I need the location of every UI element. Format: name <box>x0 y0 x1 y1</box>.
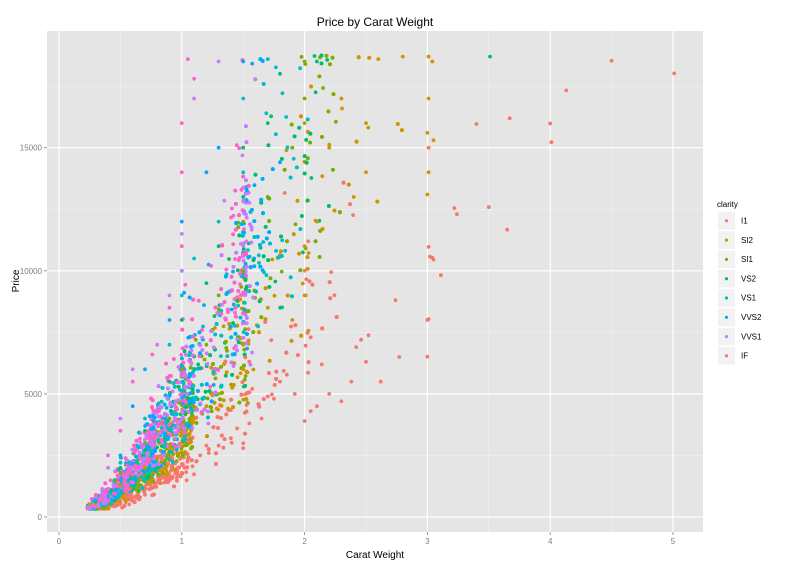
legend-item-vvs2: VVS2 <box>718 308 762 326</box>
legend-label: VS1 <box>741 294 757 303</box>
data-points <box>85 53 677 511</box>
x-tick-label: 4 <box>548 537 553 546</box>
x-tick-label: 1 <box>180 537 185 546</box>
legend-item-si1: SI1 <box>718 250 754 269</box>
legend-dot-icon <box>724 238 729 242</box>
legend-label: VS2 <box>741 274 757 283</box>
legend-item-vs2: VS2 <box>718 269 757 288</box>
y-tick-label: 15000 <box>20 144 43 153</box>
x-tick-label: 2 <box>302 537 307 546</box>
legend-item-if: IF <box>718 347 748 365</box>
legend-dot-icon <box>724 219 729 223</box>
legend-label: IF <box>741 352 748 361</box>
minor-gridlines <box>47 31 703 532</box>
legend-title: clarity <box>717 200 738 209</box>
x-axis-title: Carat Weight <box>346 550 404 561</box>
y-tick-label: 10000 <box>20 267 43 276</box>
y-tick-label: 0 <box>38 513 43 522</box>
legend-item-si2: SI2 <box>718 231 754 249</box>
legend-item-vs1: VS1 <box>718 289 757 307</box>
x-axis: 0 1 2 3 4 5 <box>57 532 676 546</box>
legend-dot-icon <box>724 354 729 358</box>
x-tick-label: 0 <box>57 537 62 546</box>
legend-item-vvs1: VVS1 <box>718 327 762 346</box>
legend-item-i1: I1 <box>718 212 748 230</box>
legend-label: VVS2 <box>741 313 762 322</box>
legend-dot-icon <box>724 315 729 319</box>
y-tick-label: 5000 <box>24 390 42 399</box>
y-axis-title: Price <box>11 269 22 292</box>
chart-title: Price by Carat Weight <box>317 15 434 29</box>
y-axis: 0 5000 10000 15000 <box>20 144 47 522</box>
legend-dot-icon <box>724 277 729 281</box>
legend-label: SI1 <box>741 255 754 264</box>
legend-dot-icon <box>724 335 729 339</box>
legend-dot-icon <box>724 257 729 261</box>
legend-label: VVS1 <box>741 332 762 341</box>
legend: clarity I1 SI2 SI1 VS2 VS1 VVS2 VVS1 IF <box>717 200 762 365</box>
legend-label: SI2 <box>741 236 754 245</box>
legend-label: I1 <box>741 217 748 226</box>
x-tick-label: 3 <box>425 537 430 546</box>
x-tick-label: 5 <box>671 537 676 546</box>
legend-dot-icon <box>724 296 729 300</box>
